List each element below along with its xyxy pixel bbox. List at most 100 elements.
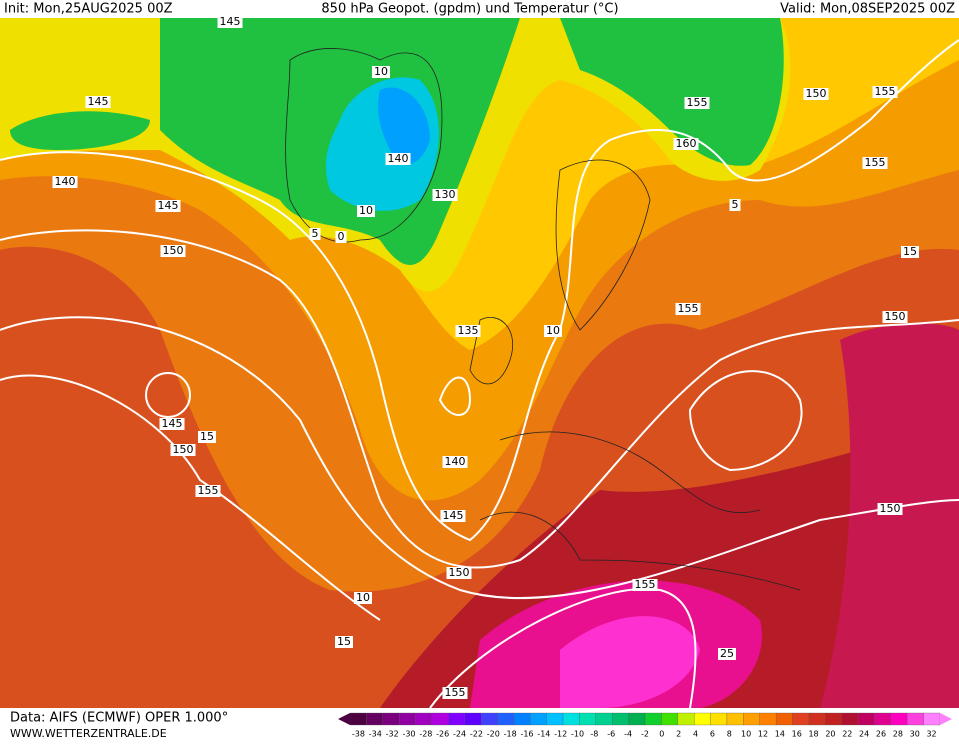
colorbar-label: 32 [926,730,936,739]
colorbar-swatch [792,712,810,726]
colorbar-swatch [907,712,924,726]
contour-label: 155 [875,85,896,98]
contour-label: 0 [338,230,345,243]
contour-label: 145 [158,199,179,212]
colorbar-swatch [448,712,465,726]
colorbar-swatch [694,712,711,726]
contour-label: 155 [445,686,466,699]
contour-label-box [170,444,196,456]
geopotential-contours [0,39,959,709]
colorbar-swatch [612,712,629,726]
colorbar-label: -4 [624,730,632,739]
colorbar-label: -28 [419,730,432,739]
colorbar-swatch [923,712,941,726]
colorbar-swatch [497,712,515,726]
contour-label: 145 [88,95,109,108]
valid-label: Valid: Mon,08SEP2025 00Z [780,2,955,17]
colorbar-swatch [382,712,400,726]
colorbar-label: 10 [741,730,751,739]
contour-label: 25 [720,647,734,660]
colorbar-label: -34 [369,730,382,739]
colorbar-swatch [415,712,433,726]
colorbar-swatch [644,712,662,726]
contour-label: 145 [443,509,464,522]
colorbar-label: -18 [504,730,517,739]
contour-label-box [198,431,216,443]
colorbar-arrow [338,713,350,725]
contour-label-box [432,189,458,201]
contour-label: 155 [678,302,699,315]
contour-label: 10 [356,591,370,604]
contour-label: 135 [458,324,479,337]
colorbar-label: 14 [775,730,785,739]
contour-label: 150 [806,87,827,100]
colorbar-swatch [874,712,891,726]
contour-label: 15 [337,635,351,648]
colorbar-label: -26 [436,730,449,739]
colorbar-swatch [595,712,613,726]
contour-label-box [357,205,375,217]
temperature-field [0,18,959,708]
contour-label: 15 [903,245,917,258]
contour-label: 10 [359,204,373,217]
colorbar-swatch [726,712,744,726]
contour-label-box [160,245,186,257]
colorbar-swatch [366,712,383,726]
contour-label-box [52,176,78,188]
colorbar-label: -12 [554,730,567,739]
contour-label-box [544,325,562,337]
contour-label: 150 [885,310,906,323]
colorbar-label: -16 [520,730,533,739]
contour-label-box [354,592,372,604]
colorbar-swatch [349,712,367,726]
contour-label-box [718,648,736,660]
colorbar-label: -38 [352,730,365,739]
contour-label: 140 [445,455,466,468]
contour-label-box [673,138,699,150]
contour-label: 15 [200,430,214,443]
colorbar-swatch [710,712,728,726]
colorbar-arrow [940,713,952,725]
colorbar-label: 28 [893,730,903,739]
colorbar-swatch [546,712,564,726]
colorbar-label: -8 [590,730,598,739]
contour-label: 10 [374,65,388,78]
data-source: Data: AIFS (ECMWF) OPER 1.000° [10,711,228,726]
contour-label-box [85,96,111,108]
contour-label-box [862,157,888,169]
colorbar-label: 26 [876,730,886,739]
colorbar-swatch [857,712,875,726]
contour-label-box [729,199,741,211]
contour-label-box [155,200,181,212]
contour-label: 150 [173,443,194,456]
colorbar-label: 8 [727,730,732,739]
colorbar-swatch [661,712,678,726]
contour-label: 150 [449,566,470,579]
colorbar-label: 18 [808,730,818,739]
colorbar-label: -24 [453,730,466,739]
contour-label: 5 [732,198,739,211]
contour-label-box [195,485,221,497]
contour-label-box [442,687,468,699]
contour-label: 5 [312,227,319,240]
colorbar-label: 20 [825,730,835,739]
colorbar-label: 12 [758,730,768,739]
colorbar-label: 24 [859,730,869,739]
colorbar-label: -30 [402,730,415,739]
colorbar-swatch [513,712,531,726]
contour-label-box [309,228,321,240]
contour-label: 145 [220,15,241,28]
contour-label-box [632,579,658,591]
contour-label: 155 [635,578,656,591]
colorbar-swatch [431,712,449,726]
colorbar-label: 2 [676,730,681,739]
contour-label: 130 [435,188,456,201]
colorbar-label: -32 [386,730,399,739]
contour-label-box [335,231,347,243]
contour-label: 155 [198,484,219,497]
colorbar-label: -20 [487,730,500,739]
colorbar-swatch [562,712,580,726]
colorbar-swatch [530,712,547,726]
contour-label-box [446,567,472,579]
